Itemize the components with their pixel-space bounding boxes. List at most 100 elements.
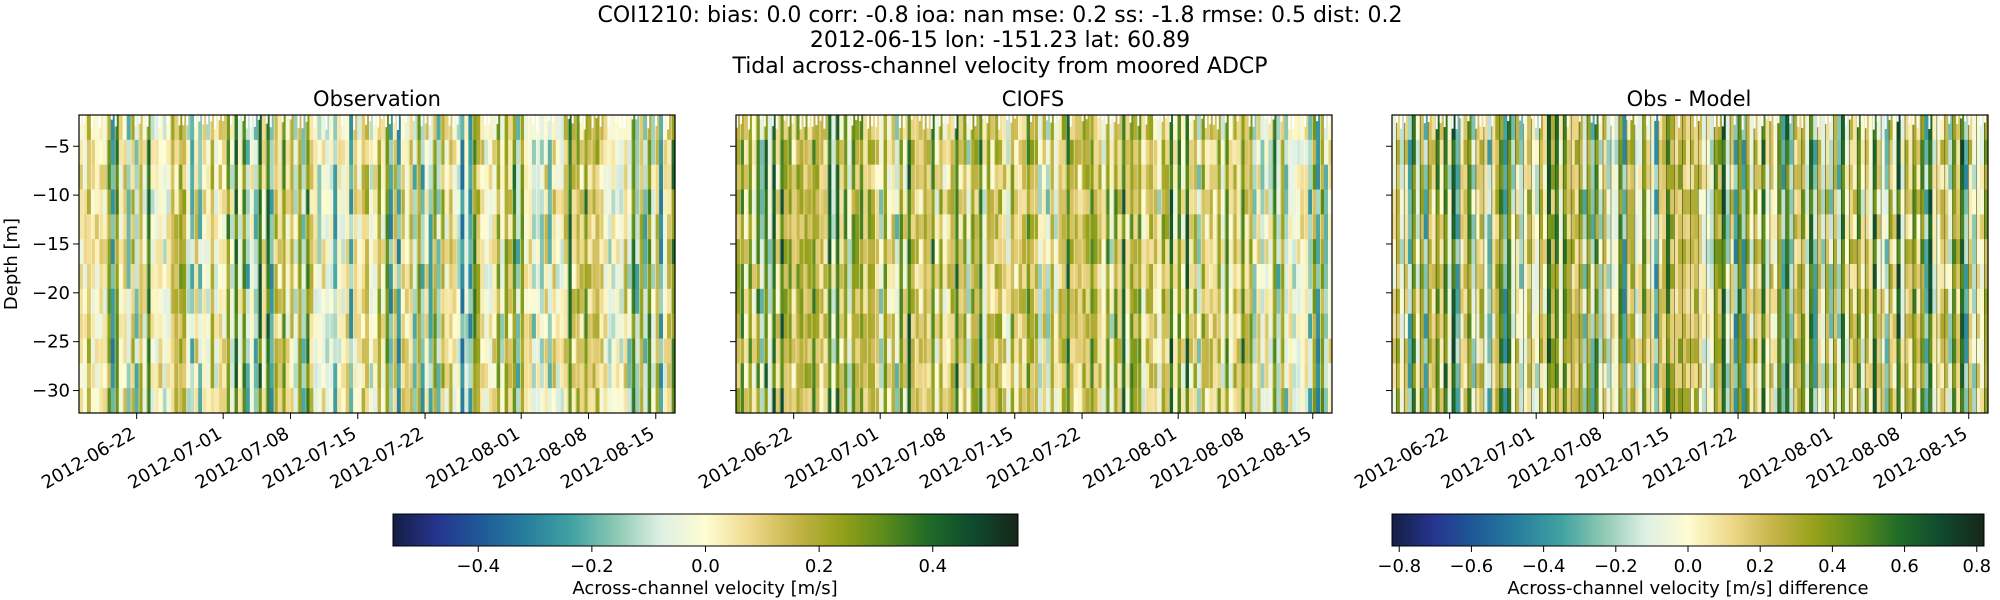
heatmap-cell [1121, 388, 1126, 414]
heatmap-cell [79, 264, 84, 290]
heatmap-cell [1519, 313, 1524, 339]
heatmap-cell [1006, 363, 1011, 389]
heatmap-cell [1240, 338, 1245, 364]
heatmap-cell [791, 214, 796, 240]
heatmap-cell [867, 338, 872, 364]
heatmap-gap [392, 115, 394, 413]
heatmap-cell [1208, 264, 1214, 290]
heatmap-cell [1479, 363, 1484, 389]
heatmap-cell [1248, 264, 1253, 290]
heatmap-cell [1558, 313, 1564, 339]
heatmap-cell [950, 214, 955, 240]
heatmap-cell [1173, 363, 1178, 389]
heatmap-cell [823, 239, 828, 265]
heatmap-cell [1495, 338, 1500, 364]
heatmap-cell [424, 264, 430, 290]
heatmap-cell [1026, 189, 1031, 215]
heatmap-cell [635, 239, 640, 265]
heatmap-cell [1535, 288, 1540, 315]
heatmap-cell [1220, 164, 1226, 190]
heatmap-cell [333, 313, 338, 339]
heatmap-cell [174, 139, 179, 166]
heatmap-cell [1145, 313, 1150, 339]
heatmap-cell [1586, 313, 1592, 339]
heatmap-cell [803, 363, 808, 389]
heatmap-cell [1192, 189, 1198, 215]
heatmap-cell [799, 288, 804, 315]
heatmap-cell [82, 313, 88, 339]
heatmap-cell [1690, 363, 1695, 389]
heatmap-cell [886, 239, 892, 265]
panel-title-ciofs: CIOFS [1002, 87, 1064, 111]
heatmap-cell [357, 214, 362, 240]
heatmap-cell [1539, 264, 1544, 290]
heatmap-cell [1562, 288, 1568, 315]
heatmap-cell [1173, 239, 1178, 265]
heatmap-cell [1089, 313, 1094, 339]
heatmap-cell [130, 363, 136, 389]
heatmap-cell [500, 288, 505, 315]
heatmap-cell [1622, 239, 1627, 265]
heatmap-cell [539, 338, 545, 364]
heatmap-cell [524, 338, 529, 364]
heatmap-cell [663, 115, 668, 141]
heatmap-cell [214, 264, 219, 290]
heatmap-cell [1049, 189, 1055, 215]
heatmap-cell [1101, 264, 1106, 290]
heatmap-cell [587, 388, 592, 414]
heatmap-cell [190, 264, 195, 290]
heatmap-cell [736, 264, 741, 290]
heatmap-cell [1550, 189, 1556, 215]
heatmap-cell [990, 338, 995, 364]
heatmap-cell [1554, 288, 1560, 315]
heatmap-cell [1558, 239, 1564, 265]
heatmap-cell [1276, 189, 1281, 215]
heatmap-cell [799, 264, 804, 290]
heatmap-cell [94, 214, 100, 240]
heatmap-cell [138, 363, 143, 389]
heatmap-cell [871, 164, 876, 190]
heatmap-cell [464, 139, 469, 166]
heatmap-cell [1137, 189, 1142, 215]
heatmap-cell [1459, 164, 1464, 190]
heatmap-cell [158, 115, 163, 141]
heatmap-cell [583, 264, 588, 290]
heatmap-cell [1574, 388, 1580, 414]
heatmap-cell [839, 313, 844, 339]
heatmap-cell [1594, 338, 1600, 364]
heatmap-cell [285, 189, 290, 215]
heatmap-cell [1260, 338, 1265, 364]
heatmap-cell [902, 189, 908, 215]
heatmap-cell [1041, 239, 1047, 265]
heatmap-cell [1682, 338, 1687, 364]
heatmap-cell [831, 288, 836, 315]
heatmap-cell [524, 264, 529, 290]
heatmap-cell [1061, 115, 1067, 141]
heatmap-cell [910, 115, 916, 141]
heatmap-cell [966, 288, 971, 315]
heatmap-cell [859, 313, 864, 339]
heatmap-cell [1276, 388, 1281, 414]
heatmap-cell [1622, 214, 1627, 240]
heatmap-cell [1670, 313, 1675, 339]
heatmap-cell [807, 164, 812, 190]
heatmap-cell [779, 288, 785, 315]
heatmap-missing [206, 115, 209, 125]
heatmap-cell [1284, 313, 1289, 339]
heatmap-cell [643, 189, 648, 215]
heatmap-cell [847, 363, 852, 389]
heatmap-cell [516, 338, 521, 364]
heatmap-cell [1419, 264, 1425, 290]
heatmap-cell [1173, 189, 1178, 215]
heatmap-cell [1395, 164, 1401, 190]
heatmap-cell [500, 264, 505, 290]
heatmap-cell [400, 139, 406, 166]
heatmap-cell [392, 313, 398, 339]
heatmap-cell [659, 363, 664, 389]
heatmap-cell [1435, 313, 1441, 339]
heatmap-cell [1503, 189, 1508, 215]
heatmap-cell [851, 338, 856, 364]
heatmap-cell [380, 388, 386, 414]
heatmap-cell [365, 388, 370, 414]
heatmap-cell [492, 313, 497, 339]
